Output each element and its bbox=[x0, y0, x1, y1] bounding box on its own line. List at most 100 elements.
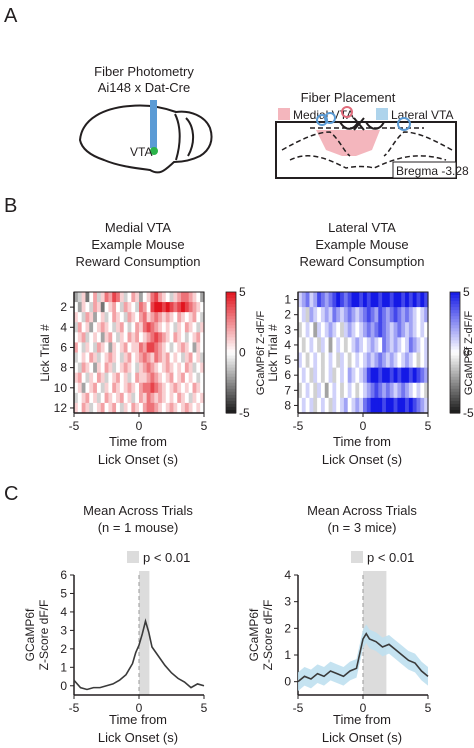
heatmap-cell bbox=[104, 332, 110, 344]
colorbar-segment bbox=[226, 385, 236, 390]
heatmap-cell bbox=[305, 307, 311, 323]
heatmap-cell bbox=[363, 382, 368, 399]
heatmap-cell bbox=[169, 342, 175, 354]
heatmap-cell bbox=[181, 292, 186, 303]
heatmap-cell bbox=[154, 402, 159, 414]
heatmap-cell bbox=[127, 382, 132, 394]
heatmap-cell bbox=[336, 352, 341, 369]
heatmap-cell bbox=[416, 367, 421, 384]
optic-fiber bbox=[150, 100, 157, 148]
heatmap-cell bbox=[320, 367, 326, 384]
y-tick-label: 10 bbox=[54, 381, 68, 395]
heatmap-cell bbox=[154, 332, 159, 344]
heatmap-cell bbox=[405, 397, 410, 414]
heatmap-cell bbox=[393, 397, 399, 414]
heatmap-cell bbox=[173, 292, 178, 303]
heatmap-cell bbox=[127, 362, 132, 374]
heatmap-cell bbox=[309, 352, 314, 369]
heatmap-cell bbox=[343, 367, 349, 384]
significance-legend-swatch bbox=[127, 551, 139, 563]
heatmap-cell bbox=[420, 382, 425, 399]
colorbar-tick-label: 0 bbox=[239, 346, 246, 360]
heatmap-cell bbox=[119, 402, 125, 414]
heatmap-cell bbox=[184, 322, 190, 333]
colorbar-segment bbox=[450, 334, 460, 338]
panel-label-a: A bbox=[4, 5, 18, 27]
heatmap-cell bbox=[424, 307, 429, 323]
heatmap-cell bbox=[200, 392, 205, 404]
heatmap-cell bbox=[142, 352, 148, 364]
lateral-fiber-right bbox=[397, 117, 411, 131]
heatmap-cell bbox=[336, 397, 341, 414]
heatmap-cell bbox=[119, 372, 125, 384]
heatmap-cell bbox=[405, 322, 410, 338]
heatmap-cell bbox=[374, 397, 379, 414]
heatmap-cell bbox=[320, 307, 326, 323]
colorbar-segment bbox=[450, 349, 460, 354]
colorbar-segment bbox=[226, 304, 236, 308]
heatmap-cell bbox=[77, 302, 83, 313]
heatmap-cell bbox=[74, 332, 79, 344]
heatmap-cell bbox=[74, 362, 79, 374]
colorbar-tick-label: 0 bbox=[463, 346, 470, 360]
lc2-xlabel-2: Lick Onset (s) bbox=[322, 730, 402, 745]
colorbar-tick-label: -5 bbox=[463, 406, 474, 420]
heatmap-cell bbox=[347, 367, 353, 384]
heatmap-cell bbox=[81, 332, 87, 344]
y-tick-label: 1 bbox=[284, 648, 291, 662]
heatmap-cell bbox=[146, 302, 152, 313]
heatmap-cell bbox=[324, 382, 330, 399]
heatmap-cell bbox=[142, 332, 148, 344]
heatmap-cell bbox=[112, 312, 117, 323]
heatmap-cell bbox=[355, 307, 360, 323]
cbar1-label: GCaMP6f Z-dF/F bbox=[255, 311, 267, 396]
heatmap-cell bbox=[184, 392, 190, 404]
heatmap-cell bbox=[131, 402, 136, 414]
heatmap-cell bbox=[154, 302, 159, 313]
heatmap-cell bbox=[150, 292, 155, 303]
heatmap-cell bbox=[408, 397, 414, 414]
heatmap-cell bbox=[324, 322, 330, 338]
x-tick-label: -5 bbox=[293, 419, 304, 433]
heatmap-cell bbox=[131, 322, 136, 333]
heatmap-cell bbox=[188, 312, 194, 323]
lc1-xlabel-1: Time from bbox=[109, 712, 167, 727]
heatmap-cell bbox=[401, 337, 406, 354]
heatmap-cell bbox=[146, 382, 152, 394]
y-tick-label: 4 bbox=[60, 320, 67, 334]
heatmap-cell bbox=[374, 337, 379, 354]
heatmap-cell bbox=[313, 292, 318, 308]
heatmap-cell bbox=[196, 352, 201, 364]
heatmap-cell bbox=[309, 397, 314, 414]
heatmap-cell bbox=[366, 307, 372, 323]
heatmap-cell bbox=[184, 292, 190, 303]
heatmap-cell bbox=[135, 352, 140, 364]
heatmap-cell bbox=[355, 352, 360, 369]
legend-swatch-medial bbox=[278, 108, 290, 120]
x-tick-label: 5 bbox=[201, 419, 208, 433]
y-tick-label: 7 bbox=[284, 383, 291, 397]
x-tick-label: 0 bbox=[136, 701, 143, 715]
heatmap-cell bbox=[108, 302, 113, 313]
heatmap-cell bbox=[77, 372, 83, 384]
heatmap-cell bbox=[173, 392, 178, 404]
heatmap-cell bbox=[135, 372, 140, 384]
heatmap-cell bbox=[135, 292, 140, 303]
heatmap-cell bbox=[139, 382, 144, 394]
heatmap-cell bbox=[85, 302, 90, 313]
heatmap-cell bbox=[385, 367, 391, 384]
colorbar-segment bbox=[450, 370, 460, 375]
heatmap-cell bbox=[96, 292, 102, 303]
colorbar-segment bbox=[450, 373, 460, 378]
heatmap-cell bbox=[328, 397, 334, 414]
heatmap-cell bbox=[397, 307, 402, 323]
heatmap-cell bbox=[181, 322, 186, 333]
heatmap-cell bbox=[108, 312, 113, 323]
heatmap-cell bbox=[420, 337, 425, 354]
heatmap-cell bbox=[158, 402, 163, 414]
colorbar-segment bbox=[450, 385, 460, 390]
heatmap-cell bbox=[347, 307, 353, 323]
heatmap-cell bbox=[85, 372, 90, 384]
hm2-xlabel-1: Time from bbox=[333, 434, 391, 449]
